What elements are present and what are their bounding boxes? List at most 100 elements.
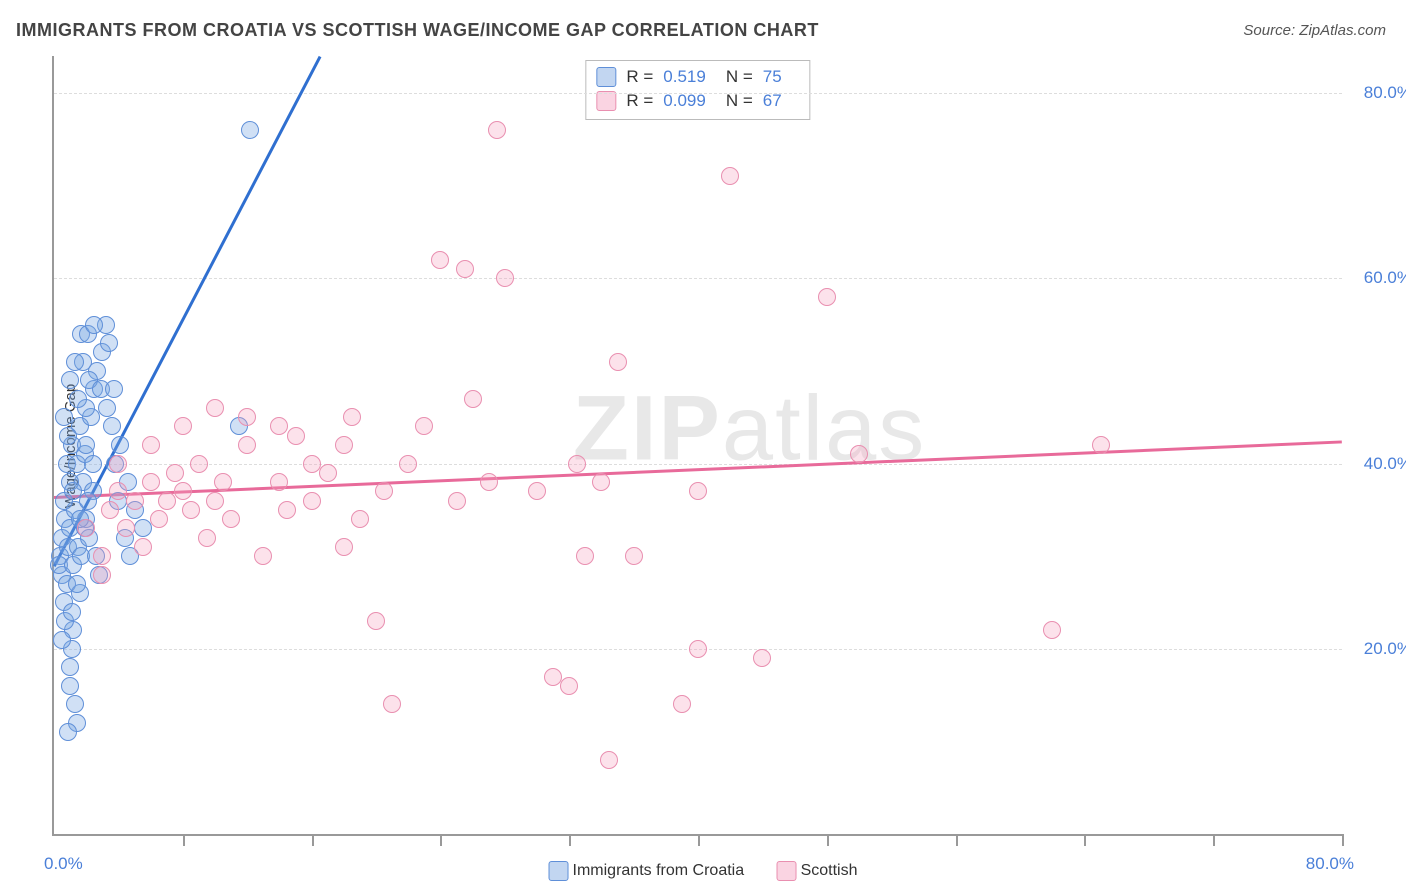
plot-area: ZIPatlas 0.0% 80.0% R = 0.519 N = 75 R =… <box>52 56 1342 836</box>
data-point-scottish <box>375 482 393 500</box>
data-point-scottish <box>174 417 192 435</box>
data-point-scottish <box>544 668 562 686</box>
data-point-scottish <box>303 455 321 473</box>
stats-legend: R = 0.519 N = 75 R = 0.099 N = 67 <box>585 60 810 120</box>
data-point-scottish <box>206 399 224 417</box>
legend-item-croatia: Immigrants from Croatia <box>549 861 745 881</box>
data-point-croatia <box>59 723 77 741</box>
data-point-scottish <box>222 510 240 528</box>
y-tick-label: 20.0% <box>1352 639 1406 659</box>
y-tick-label: 80.0% <box>1352 83 1406 103</box>
data-point-scottish <box>335 436 353 454</box>
y-tick-label: 60.0% <box>1352 268 1406 288</box>
data-point-scottish <box>383 695 401 713</box>
source-name: ZipAtlas.com <box>1299 22 1386 39</box>
x-tick <box>827 834 829 846</box>
data-point-croatia <box>66 695 84 713</box>
x-tick <box>956 834 958 846</box>
data-point-scottish <box>287 427 305 445</box>
data-point-croatia <box>59 427 77 445</box>
data-point-scottish <box>182 501 200 519</box>
data-point-scottish <box>576 547 594 565</box>
legend-item-scottish: Scottish <box>777 861 858 881</box>
data-point-scottish <box>592 473 610 491</box>
data-point-scottish <box>721 167 739 185</box>
data-point-scottish <box>142 436 160 454</box>
stats-row-croatia: R = 0.519 N = 75 <box>596 65 795 89</box>
data-point-scottish <box>850 445 868 463</box>
gridline-h <box>54 93 1342 94</box>
x-tick <box>1084 834 1086 846</box>
data-point-scottish <box>1043 621 1061 639</box>
data-point-scottish <box>254 547 272 565</box>
data-point-scottish <box>528 482 546 500</box>
x-tick <box>698 834 700 846</box>
series-legend: Immigrants from Croatia Scottish <box>535 861 872 886</box>
n-value: 75 <box>763 65 782 89</box>
data-point-scottish <box>303 492 321 510</box>
data-point-scottish <box>415 417 433 435</box>
data-point-croatia <box>98 399 116 417</box>
y-tick-label: 40.0% <box>1352 454 1406 474</box>
data-point-scottish <box>109 482 127 500</box>
data-point-scottish <box>367 612 385 630</box>
data-point-scottish <box>343 408 361 426</box>
data-point-scottish <box>101 501 119 519</box>
data-point-scottish <box>448 492 466 510</box>
gridline-h <box>54 464 1342 465</box>
data-point-scottish <box>198 529 216 547</box>
data-point-scottish <box>689 640 707 658</box>
data-point-scottish <box>568 455 586 473</box>
data-point-scottish <box>93 547 111 565</box>
data-point-scottish <box>174 482 192 500</box>
data-point-croatia <box>55 408 73 426</box>
data-point-scottish <box>673 695 691 713</box>
data-point-croatia <box>111 436 129 454</box>
data-point-scottish <box>77 519 95 537</box>
data-point-croatia <box>84 455 102 473</box>
x-tick <box>569 834 571 846</box>
data-point-scottish <box>166 464 184 482</box>
data-point-scottish <box>496 269 514 287</box>
data-point-scottish <box>480 473 498 491</box>
x-tick <box>1213 834 1215 846</box>
data-point-scottish <box>214 473 232 491</box>
data-point-croatia <box>66 353 84 371</box>
data-point-scottish <box>753 649 771 667</box>
data-point-scottish <box>126 492 144 510</box>
x-tick <box>183 834 185 846</box>
data-point-scottish <box>600 751 618 769</box>
data-point-scottish <box>238 408 256 426</box>
r-value: 0.519 <box>663 65 706 89</box>
x-axis-max-label: 80.0% <box>1306 854 1354 874</box>
data-point-scottish <box>351 510 369 528</box>
data-point-scottish <box>238 436 256 454</box>
data-point-scottish <box>190 455 208 473</box>
data-point-croatia <box>61 677 79 695</box>
data-point-croatia <box>105 380 123 398</box>
watermark-bold: ZIP <box>573 378 722 480</box>
data-point-scottish <box>134 538 152 556</box>
data-point-scottish <box>270 417 288 435</box>
data-point-scottish <box>158 492 176 510</box>
data-point-scottish <box>689 482 707 500</box>
data-point-croatia <box>53 631 71 649</box>
data-point-croatia <box>100 334 118 352</box>
data-point-croatia <box>63 603 81 621</box>
data-point-scottish <box>270 473 288 491</box>
data-point-scottish <box>399 455 417 473</box>
swatch-icon <box>596 67 616 87</box>
data-point-croatia <box>85 316 103 334</box>
source-prefix: Source: <box>1243 22 1299 39</box>
data-point-croatia <box>69 390 87 408</box>
data-point-croatia <box>77 436 95 454</box>
data-point-scottish <box>109 455 127 473</box>
data-point-croatia <box>61 371 79 389</box>
data-point-scottish <box>206 492 224 510</box>
data-point-croatia <box>134 519 152 537</box>
data-point-scottish <box>1092 436 1110 454</box>
n-label: N = <box>726 65 753 89</box>
data-point-scottish <box>609 353 627 371</box>
data-point-scottish <box>93 566 111 584</box>
data-point-croatia <box>103 417 121 435</box>
